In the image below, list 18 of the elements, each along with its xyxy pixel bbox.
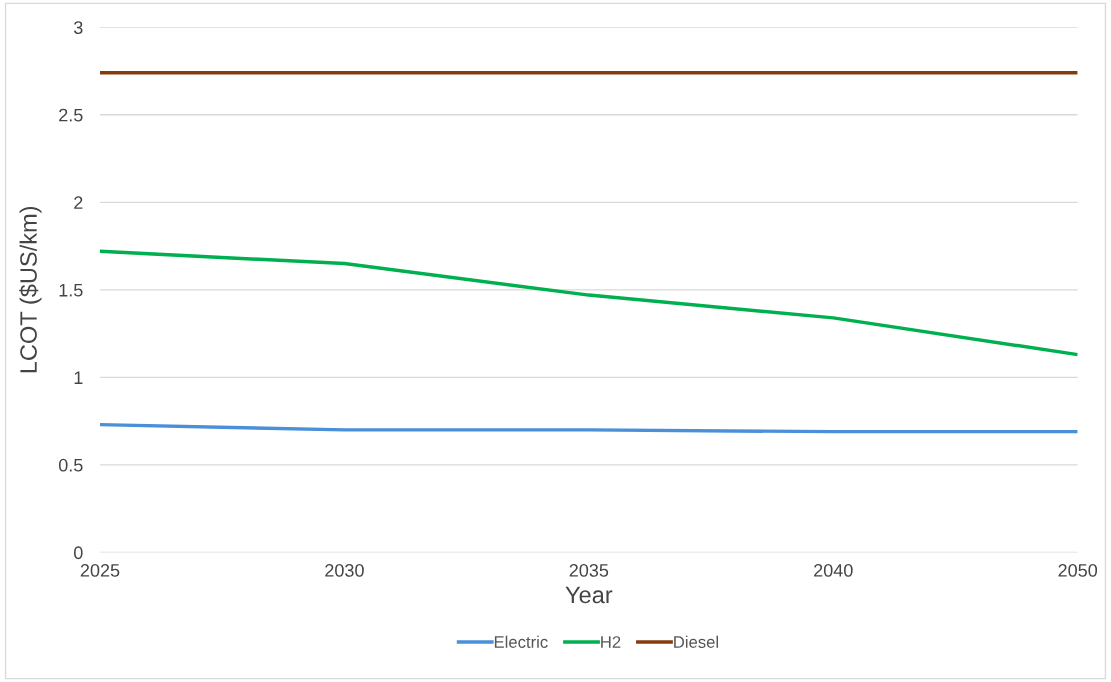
y-tick-label: 3 xyxy=(73,21,83,34)
y-tick-label: 0 xyxy=(73,546,83,560)
y-tick-label: 1 xyxy=(74,371,83,384)
x-tick-label: 2030 xyxy=(325,564,364,577)
y-tick-label: 1.5 xyxy=(59,283,83,297)
legend-label: H2 xyxy=(601,636,621,648)
x-tick-label: 2050 xyxy=(1058,564,1098,577)
y-tick-label: 0.5 xyxy=(58,458,83,472)
y-tick-label: 2 xyxy=(74,196,83,209)
legend-label: Diesel xyxy=(674,635,719,648)
legend-label: Electric xyxy=(494,635,548,648)
y-axis-title: LCOT ($US/km) xyxy=(19,206,42,373)
x-tick-label: 2040 xyxy=(814,564,853,577)
x-tick-label: 2025 xyxy=(80,564,120,577)
line-series xyxy=(99,249,1078,357)
x-tick-label: 2035 xyxy=(569,564,609,577)
y-tick-label: 2.5 xyxy=(59,108,83,122)
x-axis-title: Year xyxy=(565,586,613,604)
